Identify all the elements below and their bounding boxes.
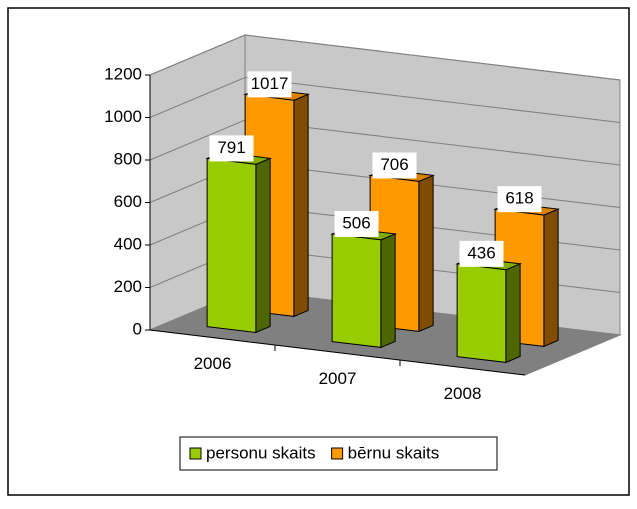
bar-side [293, 93, 309, 318]
x-tick-label: 2006 [194, 354, 232, 373]
legend-swatch [189, 447, 202, 460]
value-label-bg [497, 186, 542, 213]
value-label: 791 [217, 138, 245, 157]
legend-label: bērnu skaits [348, 443, 440, 462]
x-tick-label: 2007 [319, 369, 357, 388]
bar-side [380, 233, 396, 349]
value-label-bg [459, 240, 504, 267]
x-tick-label: 2008 [444, 384, 482, 403]
value-label-bg [334, 210, 379, 237]
legend-label: personu skaits [206, 443, 316, 462]
value-label-bg [372, 152, 417, 179]
y-tick-label: 1000 [104, 107, 142, 126]
value-label: 618 [505, 189, 533, 208]
value-label-bg [209, 135, 254, 162]
bar-side [505, 263, 521, 364]
x-axis [149, 329, 526, 376]
y-tick-label: 400 [114, 234, 142, 253]
bar [456, 263, 507, 363]
value-label: 506 [342, 213, 370, 232]
y-tick-label: 600 [114, 192, 142, 211]
y-tick-label: 0 [133, 319, 142, 338]
value-label: 1017 [251, 74, 289, 93]
y-tick-label: 1200 [104, 64, 142, 83]
grid-line [149, 76, 621, 123]
bar [206, 157, 257, 333]
value-label-bg [247, 71, 292, 98]
bar-side [543, 208, 559, 348]
value-label: 706 [380, 155, 408, 174]
y-tick-label: 800 [114, 149, 142, 168]
bar [331, 233, 382, 348]
bar-side [418, 174, 434, 333]
y-tick-label: 200 [114, 277, 142, 296]
value-label: 436 [467, 243, 495, 262]
legend-swatch [331, 447, 344, 460]
bar-side [255, 157, 271, 334]
grid-line [149, 34, 621, 81]
